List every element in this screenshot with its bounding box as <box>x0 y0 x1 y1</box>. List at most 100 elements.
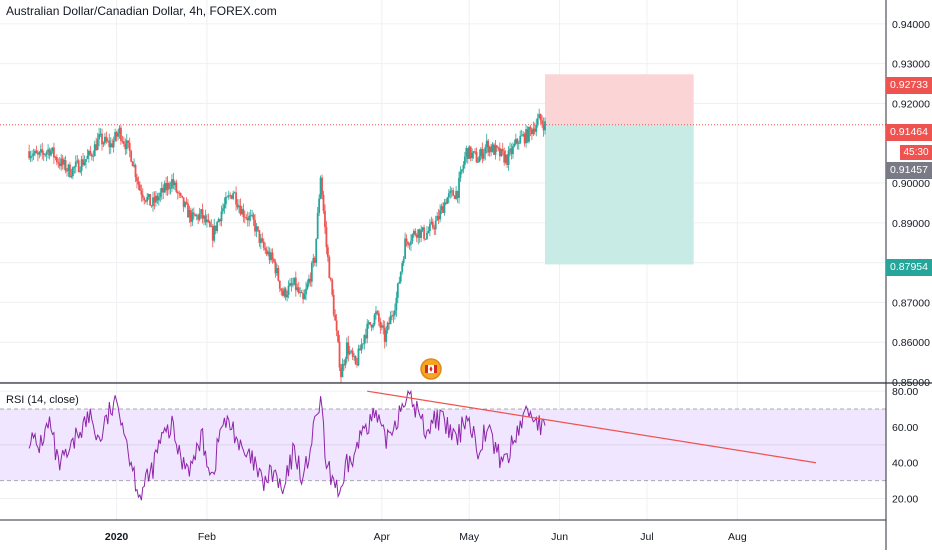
candle-body <box>324 210 326 228</box>
rsi-trendline <box>367 390 817 464</box>
candle-body <box>232 193 235 199</box>
candle-body <box>93 144 96 157</box>
candle-body <box>399 271 402 282</box>
candle-body <box>382 325 385 328</box>
candle-body <box>539 113 542 121</box>
candle-body <box>198 213 201 220</box>
candle-body <box>509 148 511 151</box>
candle-body <box>172 179 175 186</box>
candle-body <box>226 196 229 198</box>
candle-body <box>201 209 204 219</box>
candle-body <box>498 147 501 157</box>
candle-body <box>105 136 108 142</box>
candle-body <box>468 146 471 159</box>
candle-body <box>141 194 144 198</box>
candle-body <box>290 283 293 286</box>
candle-body <box>108 140 111 148</box>
price-tick-label: 0.89000 <box>892 218 930 230</box>
candle-body <box>181 195 184 198</box>
candle-body <box>395 297 398 311</box>
candle-body <box>203 215 205 219</box>
candle-body <box>372 324 374 328</box>
candle-body <box>137 181 140 185</box>
candle-body <box>321 177 323 195</box>
candle-body <box>417 229 420 238</box>
candle-body <box>512 146 514 155</box>
candle-body <box>418 229 421 238</box>
time-tick-label: Jul <box>640 531 653 543</box>
candle-body <box>334 314 337 321</box>
time-tick-label: 2020 <box>105 531 129 543</box>
candle-body <box>541 120 543 125</box>
candle-body <box>31 155 33 157</box>
rsi-tick-label: 20.00 <box>892 494 918 506</box>
candle-body <box>248 215 251 221</box>
candle-body <box>57 162 60 164</box>
candle-body <box>415 234 418 238</box>
canada-flag-icon[interactable] <box>420 358 442 380</box>
candle-body <box>379 321 382 328</box>
candle-body <box>440 206 443 211</box>
candle-body <box>414 230 417 235</box>
candle-body <box>44 154 47 156</box>
candle-body <box>430 221 433 224</box>
candle-body <box>227 195 230 197</box>
candle-body <box>162 187 165 193</box>
candle-body <box>140 190 143 195</box>
candle-body <box>436 215 439 221</box>
candle-body <box>117 133 119 137</box>
candle-body <box>433 227 436 230</box>
time-tick-label: Aug <box>728 531 747 543</box>
overlays <box>0 124 886 464</box>
candle-body <box>488 146 491 153</box>
candle-body <box>325 227 328 248</box>
candle-body <box>391 315 393 317</box>
candle-body <box>453 195 456 199</box>
candle-body <box>370 324 373 328</box>
candle-body <box>471 152 474 159</box>
candle-body <box>169 188 172 190</box>
candle-body <box>200 209 202 214</box>
candle-body <box>506 154 509 165</box>
candle-body <box>152 197 154 207</box>
candle-body <box>273 259 275 262</box>
candle-body <box>363 335 366 344</box>
candle-body <box>246 217 249 221</box>
candle-body <box>176 191 179 194</box>
candle-body <box>450 190 453 192</box>
candle-body <box>360 344 363 351</box>
candle-body <box>34 150 36 154</box>
candle-body <box>394 310 396 315</box>
candle-body <box>86 155 89 160</box>
candles <box>28 108 546 384</box>
candle-body <box>462 164 465 170</box>
candle-body <box>281 290 284 296</box>
candle-body <box>494 145 497 155</box>
candle-body <box>220 211 223 222</box>
candle-body <box>302 293 305 300</box>
candle-body <box>520 135 523 137</box>
candle-body <box>32 153 35 156</box>
candle-body <box>278 280 281 289</box>
candle-body <box>306 283 309 289</box>
candle-body <box>481 148 484 159</box>
candle-body <box>138 184 141 191</box>
candle-body <box>98 133 100 140</box>
candle-body <box>127 140 130 143</box>
candle-body <box>407 242 409 245</box>
candle-body <box>500 148 503 157</box>
candle-body <box>261 238 264 242</box>
candle-body <box>242 208 245 217</box>
candle-body <box>380 325 383 328</box>
candle-body <box>270 252 272 261</box>
candle-body <box>197 215 200 220</box>
candle-body <box>114 132 117 141</box>
candle-body <box>251 214 254 216</box>
candle-body <box>77 160 80 172</box>
candle-body <box>443 202 446 214</box>
candle-body <box>373 314 376 325</box>
candle-body <box>459 171 462 178</box>
candle-body <box>353 356 356 357</box>
